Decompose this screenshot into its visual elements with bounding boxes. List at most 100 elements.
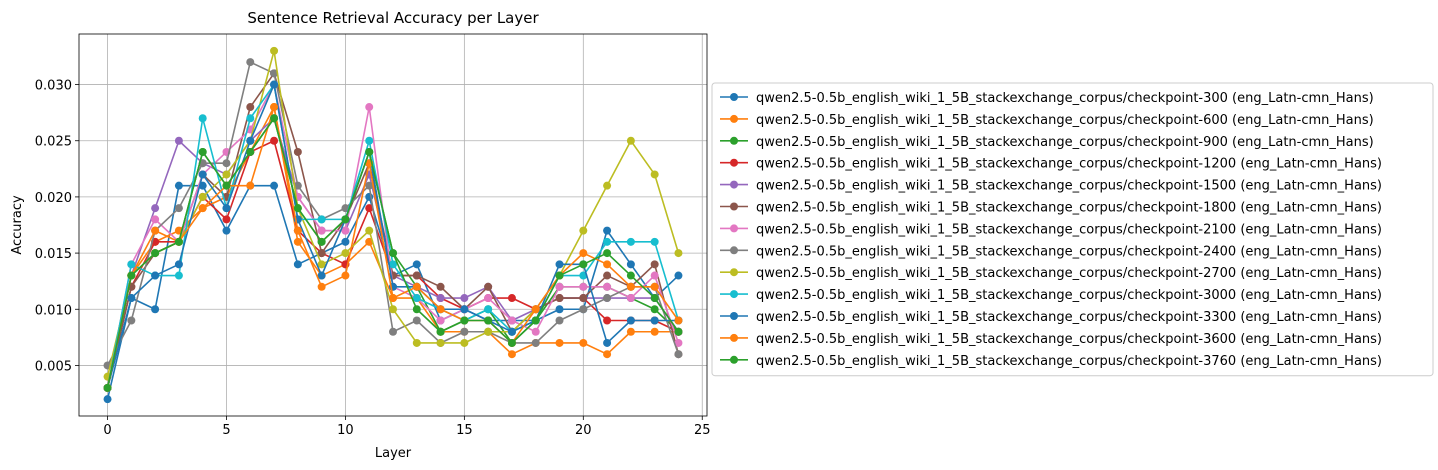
data-point <box>484 327 493 336</box>
data-point <box>222 170 231 179</box>
data-point <box>389 260 397 269</box>
data-point <box>674 271 683 280</box>
legend-item: qwen2.5-0.5b_english_wiki_1_5B_stackexch… <box>720 310 1382 325</box>
data-point <box>555 271 564 280</box>
data-point <box>650 260 659 269</box>
gridlines <box>79 34 707 416</box>
data-point <box>293 181 302 190</box>
data-point <box>270 69 279 78</box>
data-point <box>579 226 588 235</box>
y-tick-label: 0.010 <box>35 303 72 318</box>
data-point <box>246 103 255 112</box>
y-axis-title: Accuracy <box>10 195 25 255</box>
legend-label: qwen2.5-0.5b_english_wiki_1_5B_stackexch… <box>756 135 1374 150</box>
legend-item: qwen2.5-0.5b_english_wiki_1_5B_stackexch… <box>720 332 1382 347</box>
y-tick-label: 0.015 <box>35 247 72 262</box>
data-point <box>674 316 683 325</box>
legend-swatch-marker <box>730 158 738 167</box>
data-point <box>531 316 540 325</box>
data-point <box>555 305 564 314</box>
data-point <box>270 46 279 55</box>
data-point <box>626 316 635 325</box>
data-point <box>412 282 421 291</box>
x-tick-label: 20 <box>575 423 592 438</box>
data-point <box>317 260 326 269</box>
data-point <box>365 147 374 156</box>
data-point <box>555 294 564 303</box>
data-point <box>174 237 183 246</box>
data-point <box>650 294 659 303</box>
data-point <box>270 181 279 190</box>
data-point <box>650 282 659 291</box>
legend-swatch-marker <box>730 180 738 189</box>
legend-swatch-marker <box>730 202 738 211</box>
data-point <box>222 226 231 235</box>
y-tick-label: 0.005 <box>35 359 72 374</box>
data-point <box>555 338 564 347</box>
legend-item: qwen2.5-0.5b_english_wiki_1_5B_stackexch… <box>720 266 1382 281</box>
legend-label: qwen2.5-0.5b_english_wiki_1_5B_stackexch… <box>756 91 1374 106</box>
data-point <box>579 338 588 347</box>
data-point <box>246 147 255 156</box>
x-tick-label: 5 <box>222 423 230 438</box>
data-point <box>293 237 302 246</box>
data-point <box>270 136 279 145</box>
data-point <box>460 305 469 314</box>
legend-item: qwen2.5-0.5b_english_wiki_1_5B_stackexch… <box>720 157 1382 172</box>
data-point <box>293 226 302 235</box>
data-point <box>412 338 421 347</box>
data-point <box>222 159 231 168</box>
data-point <box>650 271 659 280</box>
data-point <box>246 58 255 67</box>
y-tick-label: 0.025 <box>35 135 72 150</box>
data-point <box>198 192 207 201</box>
data-point <box>412 271 421 280</box>
data-point <box>603 350 612 359</box>
data-point <box>626 282 635 291</box>
data-point <box>507 350 516 359</box>
data-point <box>436 316 445 325</box>
legend-swatch-marker <box>730 93 738 101</box>
legend-item: qwen2.5-0.5b_english_wiki_1_5B_stackexch… <box>720 179 1382 194</box>
chart-title: Sentence Retrieval Accuracy per Layer <box>247 9 539 27</box>
data-point <box>603 260 612 269</box>
data-point <box>484 305 493 314</box>
data-point <box>341 249 350 258</box>
data-point <box>341 237 350 246</box>
data-point <box>603 237 612 246</box>
data-point <box>484 294 493 303</box>
plot-frame <box>78 33 708 417</box>
data-point <box>389 305 397 314</box>
data-point <box>579 260 588 269</box>
data-point <box>579 249 588 258</box>
data-point <box>174 181 183 190</box>
x-tick-label: 10 <box>337 423 354 438</box>
data-point <box>389 327 397 336</box>
data-point <box>531 338 540 347</box>
legend-swatch-marker <box>730 312 738 320</box>
series-12 <box>103 103 683 392</box>
data-point <box>293 147 302 156</box>
data-point <box>579 282 588 291</box>
data-point <box>317 215 326 224</box>
legend-item: qwen2.5-0.5b_english_wiki_1_5B_stackexch… <box>720 354 1382 369</box>
data-point <box>151 226 160 235</box>
data-point <box>674 350 683 359</box>
legend-item: qwen2.5-0.5b_english_wiki_1_5B_stackexch… <box>720 244 1382 259</box>
data-point <box>484 282 493 291</box>
data-point <box>603 271 612 280</box>
data-point <box>198 114 207 123</box>
data-point <box>270 103 279 112</box>
data-point <box>650 305 659 314</box>
legend-label: qwen2.5-0.5b_english_wiki_1_5B_stackexch… <box>756 244 1382 259</box>
data-point <box>650 316 659 325</box>
data-point <box>603 226 612 235</box>
x-tick-label: 15 <box>456 423 473 438</box>
data-point <box>650 237 659 246</box>
legend-swatch-marker <box>730 224 738 233</box>
data-point <box>531 305 540 314</box>
data-point <box>151 204 160 213</box>
data-point <box>222 204 231 213</box>
data-point <box>341 271 350 280</box>
